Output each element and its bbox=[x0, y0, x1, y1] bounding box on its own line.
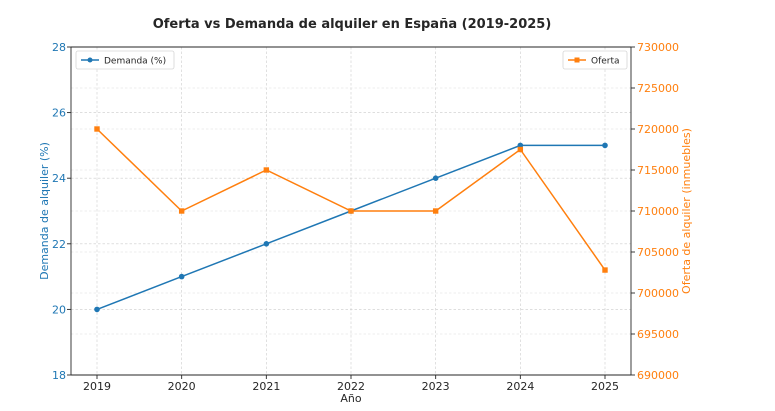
y-left-tick-label: 20 bbox=[52, 303, 66, 316]
y-left-tick-label: 18 bbox=[52, 369, 66, 382]
x-tick-label: 2025 bbox=[591, 380, 619, 393]
data-point bbox=[263, 241, 270, 247]
legend-box bbox=[562, 50, 628, 70]
y-left-tick-label: 28 bbox=[52, 41, 66, 54]
y-left-tick-label: 24 bbox=[52, 172, 66, 185]
labels: Oferta vs Demanda de alquiler en España … bbox=[38, 17, 693, 405]
legends: Demanda (%) Oferta bbox=[75, 50, 628, 70]
series-line bbox=[96, 128, 606, 271]
y-right-tick-label: 690000 bbox=[637, 369, 679, 382]
legend-demanda: Demanda (%) bbox=[75, 50, 175, 70]
data-point bbox=[178, 273, 185, 280]
y-left-axis-title: Demanda de alquiler (%) bbox=[38, 142, 51, 280]
series bbox=[94, 126, 608, 313]
y-left-tick-label: 22 bbox=[52, 238, 66, 251]
data-point bbox=[517, 142, 524, 149]
y-right-tick-label: 705000 bbox=[637, 246, 679, 259]
data-point bbox=[517, 146, 524, 153]
legend-oferta: Oferta bbox=[562, 50, 628, 70]
x-axis-title: Año bbox=[340, 392, 361, 405]
series-oferta bbox=[94, 126, 608, 273]
x-tick-label: 2021 bbox=[252, 380, 280, 393]
y-right-axis-title: Oferta de alquiler (inmuebles) bbox=[680, 128, 693, 294]
data-point bbox=[602, 142, 608, 149]
data-point bbox=[602, 267, 608, 273]
data-point bbox=[432, 175, 439, 181]
y-right-tick-label: 710000 bbox=[637, 205, 679, 218]
legend-box bbox=[75, 50, 175, 70]
data-point bbox=[432, 208, 439, 214]
x-tick-label: 2019 bbox=[83, 380, 111, 393]
legend-marker bbox=[87, 57, 93, 63]
y-right-tick-label: 720000 bbox=[637, 123, 679, 136]
y-left-tick-label: 26 bbox=[52, 107, 66, 120]
x-tick-label: 2022 bbox=[337, 380, 365, 393]
data-point bbox=[348, 208, 354, 214]
x-tick-label: 2020 bbox=[168, 380, 196, 393]
y-right-tick-label: 695000 bbox=[637, 328, 679, 341]
data-point bbox=[94, 126, 100, 132]
data-point bbox=[178, 208, 185, 214]
x-tick-label: 2023 bbox=[422, 380, 450, 393]
y-right-tick-label: 725000 bbox=[637, 82, 679, 95]
chart-title: Oferta vs Demanda de alquiler en España … bbox=[153, 17, 552, 32]
y-right-tick-label: 715000 bbox=[637, 164, 679, 177]
data-point bbox=[94, 306, 100, 313]
data-point bbox=[263, 167, 270, 173]
x-tick-label: 2024 bbox=[506, 380, 534, 393]
legend-label: Oferta bbox=[591, 57, 620, 67]
y-right-tick-label: 700000 bbox=[637, 287, 679, 300]
axes: 2019 2020 2021 2022 2023 2024 2025182022242628… bbox=[52, 41, 679, 393]
legend-label: Demanda (%) bbox=[104, 57, 166, 67]
legend-marker bbox=[574, 57, 580, 63]
y-right-tick-label: 730000 bbox=[637, 41, 679, 54]
